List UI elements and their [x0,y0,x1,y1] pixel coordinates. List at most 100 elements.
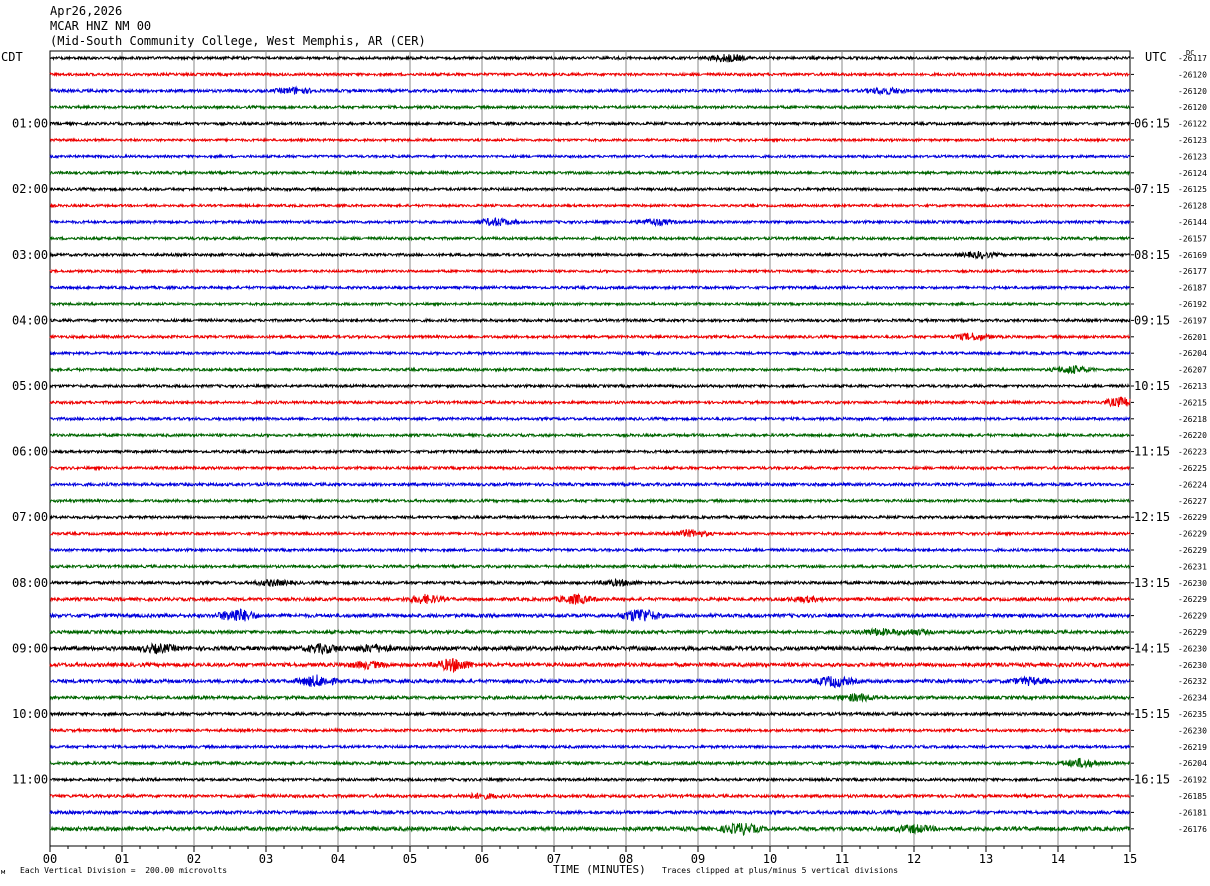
utc-hour-label: 11:15 [1134,445,1170,459]
trace-line-20 [49,365,1131,375]
dc-offset-label: -26230 [1178,579,1207,588]
dc-offset-label: -26120 [1178,87,1207,96]
trace-line-11 [49,217,1131,228]
local-hour-label: 08:00 [12,576,48,590]
trace-line-13 [49,250,1131,260]
x-tick-label: 06 [475,852,489,866]
header-station: MCAR HNZ NM 00 [50,19,152,33]
corner-mark: м [1,868,6,876]
x-tick-label: 04 [331,852,345,866]
x-tick-label: 02 [187,852,201,866]
dc-offset-label: -26157 [1178,234,1207,243]
header-date: Apr26,2026 [50,4,123,18]
trace-line-28 [49,497,1131,504]
local-timezone-label: CDT [1,50,23,64]
dc-offset-label: -26120 [1178,103,1207,112]
utc-timezone-label: UTC [1145,50,1167,64]
dc-offset-label: -26234 [1178,694,1207,703]
utc-hour-label: 06:15 [1134,117,1170,131]
trace-line-39 [49,674,1131,689]
trace-line-43 [49,743,1131,751]
local-hour-label: 02:00 [12,182,48,196]
trace-line-31 [49,546,1131,554]
trace-line-12 [49,235,1131,242]
trace-line-38 [49,657,1131,674]
dc-offset-label: -26220 [1178,431,1207,440]
trace-line-27 [49,481,1131,488]
utc-hour-label: 14:15 [1134,641,1170,655]
trace-line-6 [49,136,1131,144]
utc-hour-label: 07:15 [1134,182,1170,196]
utc-hour-label: 15:15 [1134,707,1170,721]
trace-line-45 [49,776,1131,783]
dc-offset-label: -26225 [1178,464,1207,473]
dc-offset-label: -26204 [1178,759,1207,768]
trace-line-32 [49,563,1131,570]
local-hour-label: 05:00 [12,379,48,393]
x-tick-label: 07 [547,852,561,866]
local-hour-label: 11:00 [12,773,48,787]
utc-hour-label: 13:15 [1134,576,1170,590]
trace-line-40 [49,692,1131,703]
local-hour-label: 06:00 [12,445,48,459]
seismic-traces [49,53,1131,837]
dc-offset-label: -26181 [1178,808,1207,817]
dc-offset-label: -26123 [1178,152,1207,161]
trace-line-9 [49,185,1131,193]
plot-labels: 00 01 02 03 04 05 06 07 08 09 10 11 12 13 14 15 -26117 -2… [12,54,1207,866]
trace-line-37 [49,642,1131,656]
dc-offset-label: -26117 [1178,54,1207,63]
trace-line-15 [49,284,1131,291]
trace-line-46 [49,791,1131,800]
local-hour-label: 10:00 [12,707,48,721]
dc-offset-label: -26231 [1178,562,1207,571]
trace-line-22 [49,396,1131,408]
dc-offset-label: -26144 [1178,218,1207,227]
dc-offset-label: -26235 [1178,710,1207,719]
trace-line-14 [49,268,1131,275]
trace-line-10 [49,202,1131,209]
dc-offset-label: -26219 [1178,743,1207,752]
trace-line-30 [49,528,1131,538]
utc-hour-label: 09:15 [1134,313,1170,327]
x-tick-label: 08 [619,852,633,866]
dc-offset-label: -26229 [1178,513,1207,522]
trace-line-33 [49,577,1131,588]
dc-offset-label: -26185 [1178,792,1207,801]
utc-hour-label: 12:15 [1134,510,1170,524]
dc-offset-label: -26204 [1178,349,1207,358]
trace-line-42 [49,727,1131,734]
dc-offset-label: -26201 [1178,333,1207,342]
trace-line-3 [49,85,1131,96]
trace-line-16 [49,300,1131,308]
dc-offset-label: -26123 [1178,136,1207,145]
dc-offset-label: -26218 [1178,415,1207,424]
trace-line-7 [49,153,1131,160]
local-hour-label: 04:00 [12,313,48,327]
utc-hour-label: 10:15 [1134,379,1170,393]
utc-hour-label: 16:15 [1134,773,1170,787]
trace-line-5 [49,120,1131,127]
dc-offset-label: -26223 [1178,448,1207,457]
trace-line-41 [49,710,1131,718]
dc-offset-label: -26124 [1178,169,1207,178]
dc-offset-label: -26227 [1178,497,1207,506]
dc-offset-label: -26192 [1178,300,1207,309]
vertical-division-note: Each Vertical Division = 200.00 microvol… [20,866,228,875]
trace-line-4 [49,103,1131,111]
trace-line-26 [49,464,1131,472]
local-hour-label: 03:00 [12,248,48,262]
dc-offset-label: -26177 [1178,267,1207,276]
x-tick-label: 00 [43,852,57,866]
dc-offset-label: -26192 [1178,776,1207,785]
dc-offset-label: -26224 [1178,480,1207,489]
dc-offset-label: -26197 [1178,316,1207,325]
dc-offset-label: -26230 [1178,644,1207,653]
dc-offset-header: DC [1186,49,1195,57]
x-tick-label: 13 [979,852,993,866]
dc-offset-label: -26128 [1178,202,1207,211]
dc-offset-label: -26125 [1178,185,1207,194]
local-hour-label: 01:00 [12,117,48,131]
dc-offset-label: -26187 [1178,284,1207,293]
